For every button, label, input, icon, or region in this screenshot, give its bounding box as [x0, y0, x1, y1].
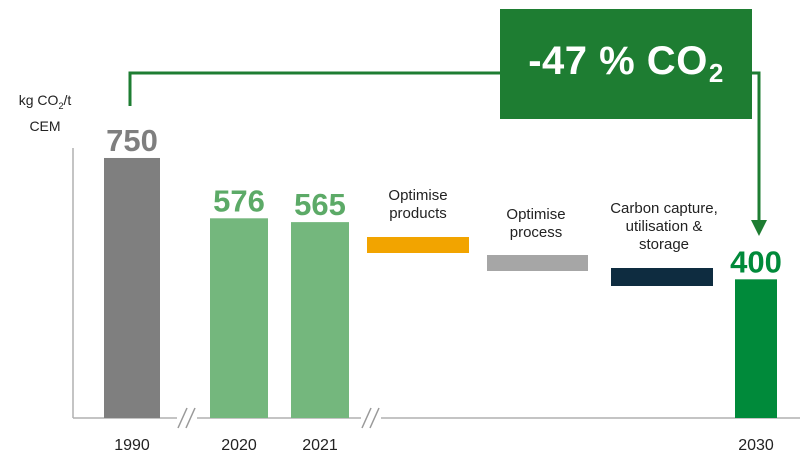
value-label-2021: 565	[294, 187, 346, 222]
step-label-line: Carbon capture,	[610, 200, 718, 217]
connector-line-left	[128, 71, 500, 106]
axis-break-1	[177, 407, 197, 429]
bar-2021	[291, 222, 349, 418]
value-label-2020: 576	[213, 183, 265, 218]
step-bar-3	[611, 268, 713, 286]
y-axis-unit-label: kg CO2/t CEM	[4, 90, 86, 136]
value-label-2030: 400	[730, 244, 782, 279]
reduction-badge: -47 % CO2	[500, 9, 752, 119]
step-bar-1	[367, 237, 469, 253]
value-label-1990: 750	[106, 123, 158, 158]
x-tick-label-2021: 2021	[302, 437, 338, 454]
step-label-line: process	[509, 224, 563, 241]
step-label-line: Optimise	[388, 187, 448, 204]
step-label-line: utilisation &	[625, 218, 703, 235]
step-label-ccus: Carbon capture, utilisation & storage	[592, 200, 736, 254]
connector-arrowhead	[751, 220, 767, 236]
x-tick-label-2030: 2030	[738, 437, 774, 454]
bar-1990	[104, 157, 160, 418]
step-label-line: Optimise	[506, 206, 566, 223]
step-label-line: storage	[638, 236, 690, 253]
step-label-optimise-products: Optimise products	[362, 187, 474, 223]
x-tick-label-2020: 2020	[221, 437, 257, 454]
y-unit-line2: CEM	[29, 117, 61, 134]
step-label-line: products	[389, 205, 447, 222]
bar-2030	[735, 279, 777, 418]
step-label-optimise-process: Optimise process	[480, 206, 592, 242]
reduction-badge-text: -47 % CO2	[528, 39, 724, 88]
axis-break-2	[361, 407, 381, 429]
bar-2020	[210, 218, 268, 418]
x-tick-label-1990: 1990	[114, 437, 150, 454]
step-bar-2	[487, 255, 588, 271]
connector-line-right	[752, 71, 761, 222]
y-unit-line1: kg CO2/t	[18, 92, 72, 111]
